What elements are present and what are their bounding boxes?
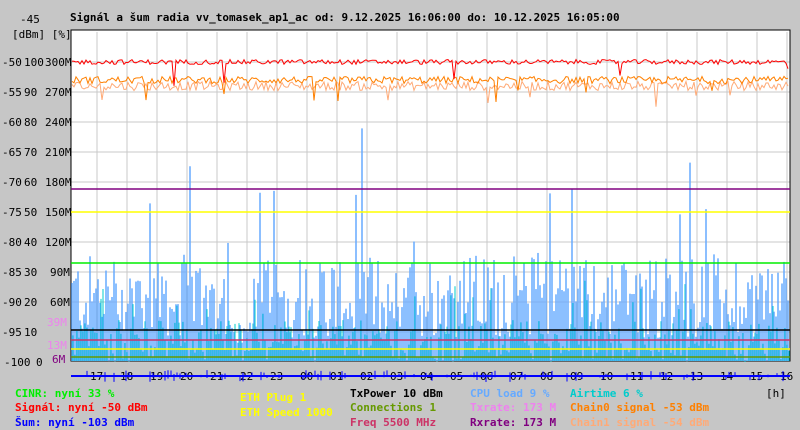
chain0-signal-line	[71, 75, 789, 103]
y-tick-rate: 210M	[45, 146, 72, 159]
y-tick-dbm: -60	[2, 116, 22, 129]
y-tick-pct: 50	[24, 206, 37, 219]
y-tick-rate-extra: 6M	[52, 353, 66, 366]
y-tick-pct: 40	[24, 236, 37, 249]
y-tick-rate: 180M	[45, 176, 72, 189]
y-tick-dbm: -65	[2, 146, 22, 159]
y-tick-rate: 240M	[45, 116, 72, 129]
x-unit-label: [h]	[766, 387, 786, 400]
y-tick-rate: 120M	[45, 236, 72, 249]
y-tick-dbm: -95	[2, 326, 22, 339]
y-tick-rate: 60M	[50, 296, 70, 309]
legend-noise: Šum: nyní -103 dBm	[15, 416, 135, 429]
y-tick-pct: 90	[24, 86, 37, 99]
y-tick-pct: 30	[24, 266, 37, 279]
legend-cinr: CINR: nyní 33 %	[15, 387, 115, 400]
y-tick-pct: 80	[24, 116, 37, 129]
y-tick-dbm: -75	[2, 206, 22, 219]
y-tick-dbm: -80	[2, 236, 22, 249]
legend-txrate: Txrate: 173 M	[470, 401, 557, 414]
y-tick-pct: 0	[36, 356, 43, 369]
legend-chain0: Chain0 signal -53 dBm	[570, 401, 710, 414]
y-tick-dbm: -70	[2, 176, 22, 189]
y-unit-label: [dBm] [%]	[12, 28, 72, 41]
legend-cpu-load: CPU load 9 %	[470, 387, 550, 400]
y-tick-rate-extra: 13M	[47, 339, 67, 352]
y-tick-pct: 10	[24, 326, 37, 339]
y-tick-rate: 90M	[50, 266, 70, 279]
y-tick-pct: 70	[24, 146, 37, 159]
y-tick-dbm: -55	[2, 86, 22, 99]
y-tick-dbm: -85	[2, 266, 22, 279]
legend-chain1: Chain1 signal -54 dBm	[570, 416, 710, 429]
legend-rxrate: Rxrate: 173 M	[470, 416, 557, 429]
legend-txpower: TxPower 10 dBm	[350, 387, 443, 400]
y-tick-pct: 100	[24, 56, 44, 69]
chart-title: Signál a šum radia vv_tomasek_ap1_ac od:…	[70, 11, 620, 24]
y-tick-dbm: -50	[2, 56, 22, 69]
y-tick-rate: 150M	[45, 206, 72, 219]
signal-line	[71, 58, 789, 86]
y-tick-rate: 300M	[45, 56, 72, 69]
legend-airtime: Airtime 6 %	[570, 387, 643, 400]
chain1-signal-line	[71, 79, 789, 107]
y-tick-dbm: -90	[2, 296, 22, 309]
y-tick-dbm: -100	[4, 356, 31, 369]
legend-freq: Freq 5500 MHz	[350, 416, 437, 429]
y-tick-pct: 60	[24, 176, 37, 189]
y-tick-rate: 270M	[45, 86, 72, 99]
legend-eth-plug: ETH Plug 1	[240, 391, 307, 404]
y-tick-pct: 20	[24, 296, 37, 309]
legend-connections: Connections 1	[350, 401, 437, 414]
legend-eth-speed: ETH Speed 1000	[240, 406, 333, 419]
legend-signal: Signál: nyní -50 dBm	[15, 401, 148, 414]
y-top-label: -45	[20, 13, 40, 26]
y-tick-rate-extra: 39M	[47, 316, 67, 329]
